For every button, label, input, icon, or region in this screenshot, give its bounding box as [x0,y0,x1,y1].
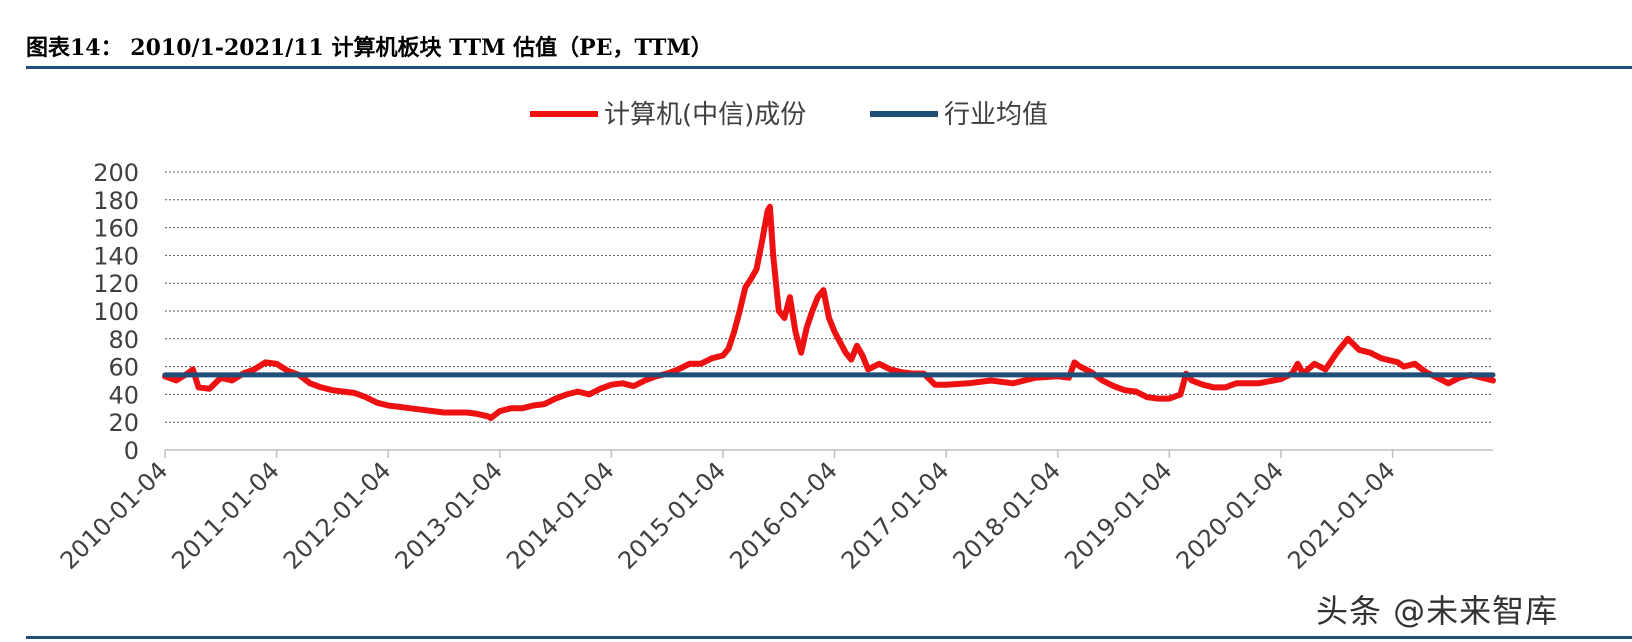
x-tick-label: 2021-01-04 [1282,456,1400,574]
series-line-main [162,203,1496,421]
legend-label-avg: 行业均值 [944,100,1048,130]
y-tick-label: 180 [93,187,139,215]
y-tick-label: 160 [93,215,139,243]
bottom-divider [26,636,1632,639]
y-tick-label: 40 [108,381,139,409]
y-tick-label: 60 [108,354,139,382]
x-axis: 2010-01-042011-01-042012-01-042013-01-04… [55,449,1493,575]
x-tick-label: 2010-01-04 [55,456,173,574]
legend-label-main: 计算机(中信)成份 [604,100,806,130]
y-tick-label: 120 [93,270,139,298]
title-divider [26,66,1632,69]
x-tick-label: 2017-01-04 [836,456,954,574]
x-tick-label: 2014-01-04 [501,456,619,574]
x-tick-label: 2013-01-04 [390,456,508,574]
x-tick-label: 2012-01-04 [278,456,396,574]
y-tick-label: 80 [108,326,139,354]
x-tick-label: 2016-01-04 [724,456,842,574]
series-group [162,203,1496,421]
y-tick-label: 140 [93,242,139,270]
x-tick-label: 2019-01-04 [1059,456,1177,574]
gridlines [165,171,1493,423]
y-tick-label: 200 [93,159,139,187]
x-tick-label: 2018-01-04 [948,456,1066,574]
chart-title: 图表14： 2010/1-2021/11 计算机板块 TTM 估值（PE，TTM… [26,35,713,61]
y-tick-label: 20 [108,409,139,437]
x-tick-label: 2020-01-04 [1171,456,1289,574]
x-tick-label: 2015-01-04 [613,456,731,574]
x-tick-label: 2011-01-04 [166,456,284,574]
watermark: 头条 @未来智库 [1316,592,1559,630]
legend: 计算机(中信)成份 行业均值 [530,100,1048,130]
y-tick-label: 0 [124,437,139,465]
y-tick-label: 100 [93,298,139,326]
